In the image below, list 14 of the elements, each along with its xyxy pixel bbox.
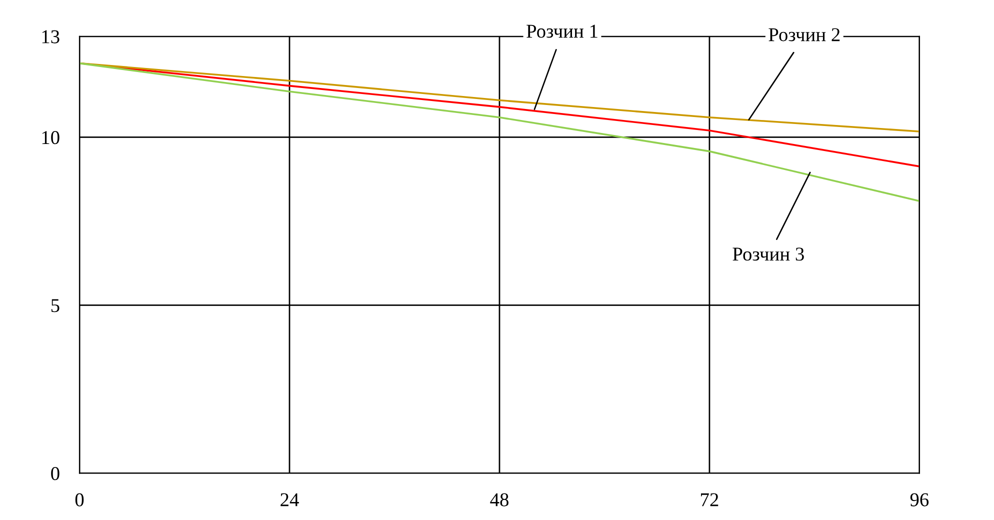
y-tick-label: 0 <box>51 467 60 480</box>
line-series <box>80 62 920 132</box>
y-tick-label: 10 <box>42 131 60 144</box>
x-tick-label: 24 <box>280 493 299 506</box>
x-tick-label: 0 <box>75 493 84 506</box>
annotation: Розчин 2 <box>768 28 840 42</box>
line-series <box>80 62 920 202</box>
annotation: Розчин 1 <box>526 24 598 38</box>
x-tick-label: 72 <box>701 493 718 506</box>
x-tick-label: 48 <box>490 493 508 506</box>
x-tick-label: 96 <box>910 493 929 506</box>
y-tick-label: 13 <box>42 30 60 44</box>
annotation: Розчин 3 <box>732 248 804 261</box>
y-tick-label: 5 <box>51 299 60 312</box>
